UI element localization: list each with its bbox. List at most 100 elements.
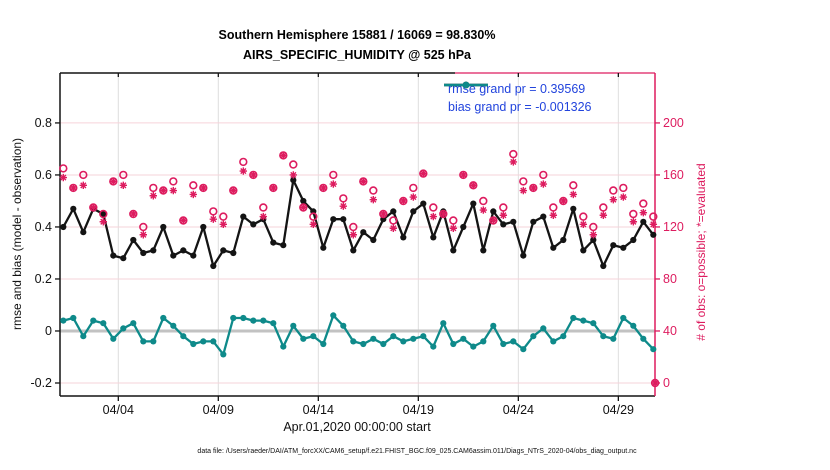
possible-marker — [589, 222, 598, 232]
evaluated-marker — [519, 186, 528, 195]
y-axis-label-left: rmse and bias (model - observation) — [10, 137, 24, 331]
possible-marker — [449, 216, 458, 225]
rmse-marker — [140, 249, 147, 257]
rmse-marker — [400, 234, 407, 241]
evaluated-marker — [279, 151, 288, 160]
bias-line-swatch — [444, 81, 488, 89]
bias-marker — [370, 335, 377, 342]
bias-marker — [100, 320, 107, 327]
bias-marker — [570, 314, 577, 322]
possible-marker — [519, 177, 528, 186]
rmse-marker — [410, 208, 417, 215]
bias-marker — [490, 322, 497, 329]
y-tick-label-left: 0.4 — [35, 220, 52, 234]
evaluated-marker — [409, 193, 418, 201]
bias-marker — [270, 320, 277, 327]
possible-marker — [59, 164, 68, 173]
bias-marker — [140, 338, 147, 345]
evaluated-marker — [569, 190, 578, 199]
bias-marker — [320, 340, 327, 348]
evaluated-marker — [59, 173, 68, 182]
rmse-marker — [390, 208, 397, 215]
evaluated-marker — [369, 195, 378, 204]
x-axis-label: Apr.01,2020 00:00:00 start — [283, 420, 431, 434]
possible-marker — [99, 209, 108, 219]
bias-marker — [460, 335, 467, 342]
rmse-marker — [170, 252, 177, 259]
rmse-marker — [590, 236, 597, 244]
rmse-marker — [630, 236, 637, 244]
evaluated-marker — [549, 211, 558, 219]
bias-marker — [440, 320, 447, 327]
rmse-marker — [430, 234, 437, 241]
evaluated-marker — [269, 184, 278, 192]
rmse-marker — [640, 218, 647, 225]
x-tick-label: 04/04 — [103, 403, 134, 417]
evaluated-marker — [299, 203, 308, 212]
evaluated-marker — [339, 202, 348, 210]
bias-marker — [200, 338, 207, 345]
evaluated-marker — [139, 231, 148, 239]
possible-marker — [369, 186, 378, 195]
possible-marker — [539, 170, 548, 180]
rmse-marker — [240, 213, 247, 220]
possible-marker — [219, 212, 228, 221]
evaluated-marker — [119, 181, 128, 190]
evaluated-marker — [619, 193, 628, 201]
bias-marker — [640, 335, 647, 342]
rmse-marker — [100, 210, 107, 218]
y-axis-label-right: # of obs: o=possible; *=evaluated — [694, 163, 708, 341]
bias-marker — [510, 338, 517, 345]
bias-marker — [420, 333, 427, 340]
rmse-marker — [340, 216, 347, 223]
bias-marker — [530, 333, 537, 340]
evaluated-marker — [169, 186, 178, 195]
bias-marker — [240, 314, 247, 322]
rmse-marker — [60, 223, 67, 231]
evaluated-marker — [189, 190, 198, 199]
rmse-marker — [300, 197, 307, 205]
evaluated-marker — [199, 184, 208, 192]
evaluated-marker — [559, 197, 568, 205]
bias-marker — [350, 338, 357, 345]
possible-marker — [609, 186, 618, 195]
data-file-path: data file: /Users/raeder/DAI/ATM_forcXX/… — [197, 448, 637, 455]
rmse-marker — [320, 244, 327, 251]
bias-marker — [160, 314, 167, 322]
evaluated-marker — [109, 177, 118, 186]
bias-marker — [470, 343, 477, 350]
evaluated-marker — [209, 215, 218, 223]
possible-marker — [259, 203, 268, 212]
chart-title: Southern Hemisphere 15881 / 16069 = 98.8… — [218, 28, 496, 42]
possible-marker — [189, 181, 198, 190]
evaluated-marker — [289, 171, 298, 179]
evaluated-marker — [69, 184, 78, 192]
bias-marker — [310, 333, 317, 340]
evaluated-marker — [179, 216, 188, 225]
rmse-marker — [330, 216, 337, 223]
bias-marker — [220, 351, 227, 358]
evaluated-marker — [389, 224, 398, 232]
bias-marker — [360, 340, 367, 348]
evaluated-marker — [129, 210, 138, 218]
y-tick-label-right: 40 — [663, 324, 677, 338]
y-tick-label-left: 0.2 — [35, 272, 52, 286]
rmse-marker — [610, 242, 617, 249]
rmse-marker — [230, 249, 237, 257]
rmse-marker — [580, 247, 587, 254]
rmse-marker — [180, 247, 187, 254]
bias-marker — [500, 340, 507, 348]
evaluated-marker — [309, 220, 318, 229]
evaluated-marker — [479, 206, 488, 214]
bias-marker — [390, 333, 397, 340]
evaluated-marker — [379, 210, 388, 218]
rmse-marker — [210, 262, 217, 270]
evaluated-marker — [419, 169, 428, 178]
x-tick-label: 04/24 — [503, 403, 534, 417]
bias-marker — [340, 322, 347, 329]
rmse-marker — [530, 218, 537, 225]
evaluated-marker — [89, 203, 98, 212]
rmse-marker — [420, 200, 427, 207]
y-tick-label-right: 120 — [663, 220, 684, 234]
